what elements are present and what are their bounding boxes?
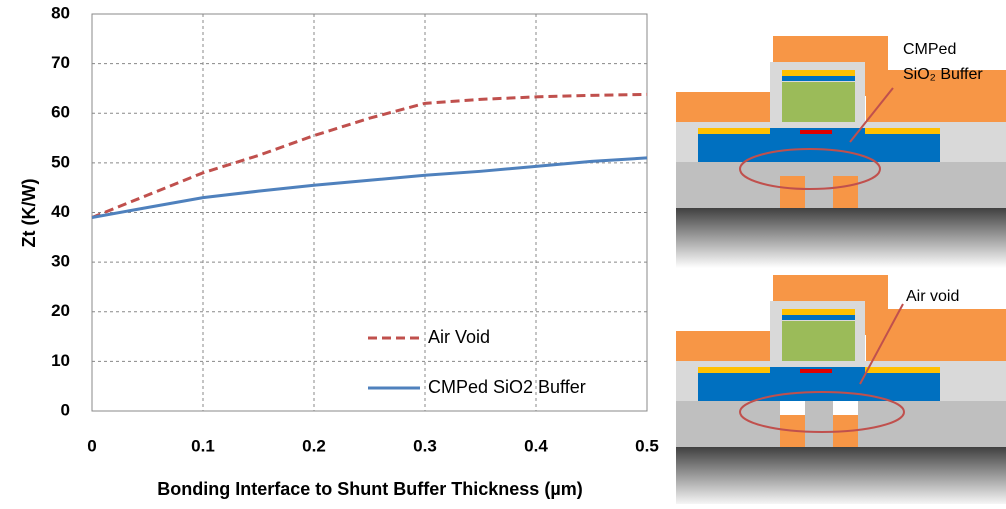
annotation: CMPed [903, 41, 956, 58]
y-tick-label: 70 [51, 53, 70, 72]
x-tick-label: 0.1 [191, 436, 215, 455]
y-tick-label: 0 [61, 400, 70, 419]
y-tick-label: 80 [51, 3, 70, 22]
x-tick-label: 0.4 [524, 436, 548, 455]
diagram-bottom [676, 275, 1006, 507]
annotation: Air void [906, 288, 959, 305]
legend-label: CMPed SiO2 Buffer [428, 377, 586, 397]
y-tick-label: 40 [51, 202, 70, 221]
x-tick-label: 0 [87, 436, 96, 455]
y-tick-label: 20 [51, 301, 70, 320]
series-line [91, 156, 648, 219]
y-tick-label: 10 [51, 351, 70, 370]
series-line [91, 92, 648, 219]
y-tick-label: 30 [51, 252, 70, 271]
legend-label: Air Void [428, 327, 490, 347]
x-axis-title: Bonding Interface to Shunt Buffer Thickn… [157, 479, 582, 499]
x-tick-label: 0.2 [302, 436, 326, 455]
y-axis-title: Zt (K/W) [19, 179, 39, 248]
x-tick-label: 0.5 [635, 436, 659, 455]
annotation: SiO₂ Buffer [903, 66, 983, 83]
diagram-top [676, 36, 1006, 268]
x-tick-label: 0.3 [413, 436, 437, 455]
device-diagrams: CMPed SiO₂ Buffer Air void [676, 36, 1006, 507]
y-tick-label: 50 [51, 152, 70, 171]
y-tick-label: 60 [51, 103, 70, 122]
